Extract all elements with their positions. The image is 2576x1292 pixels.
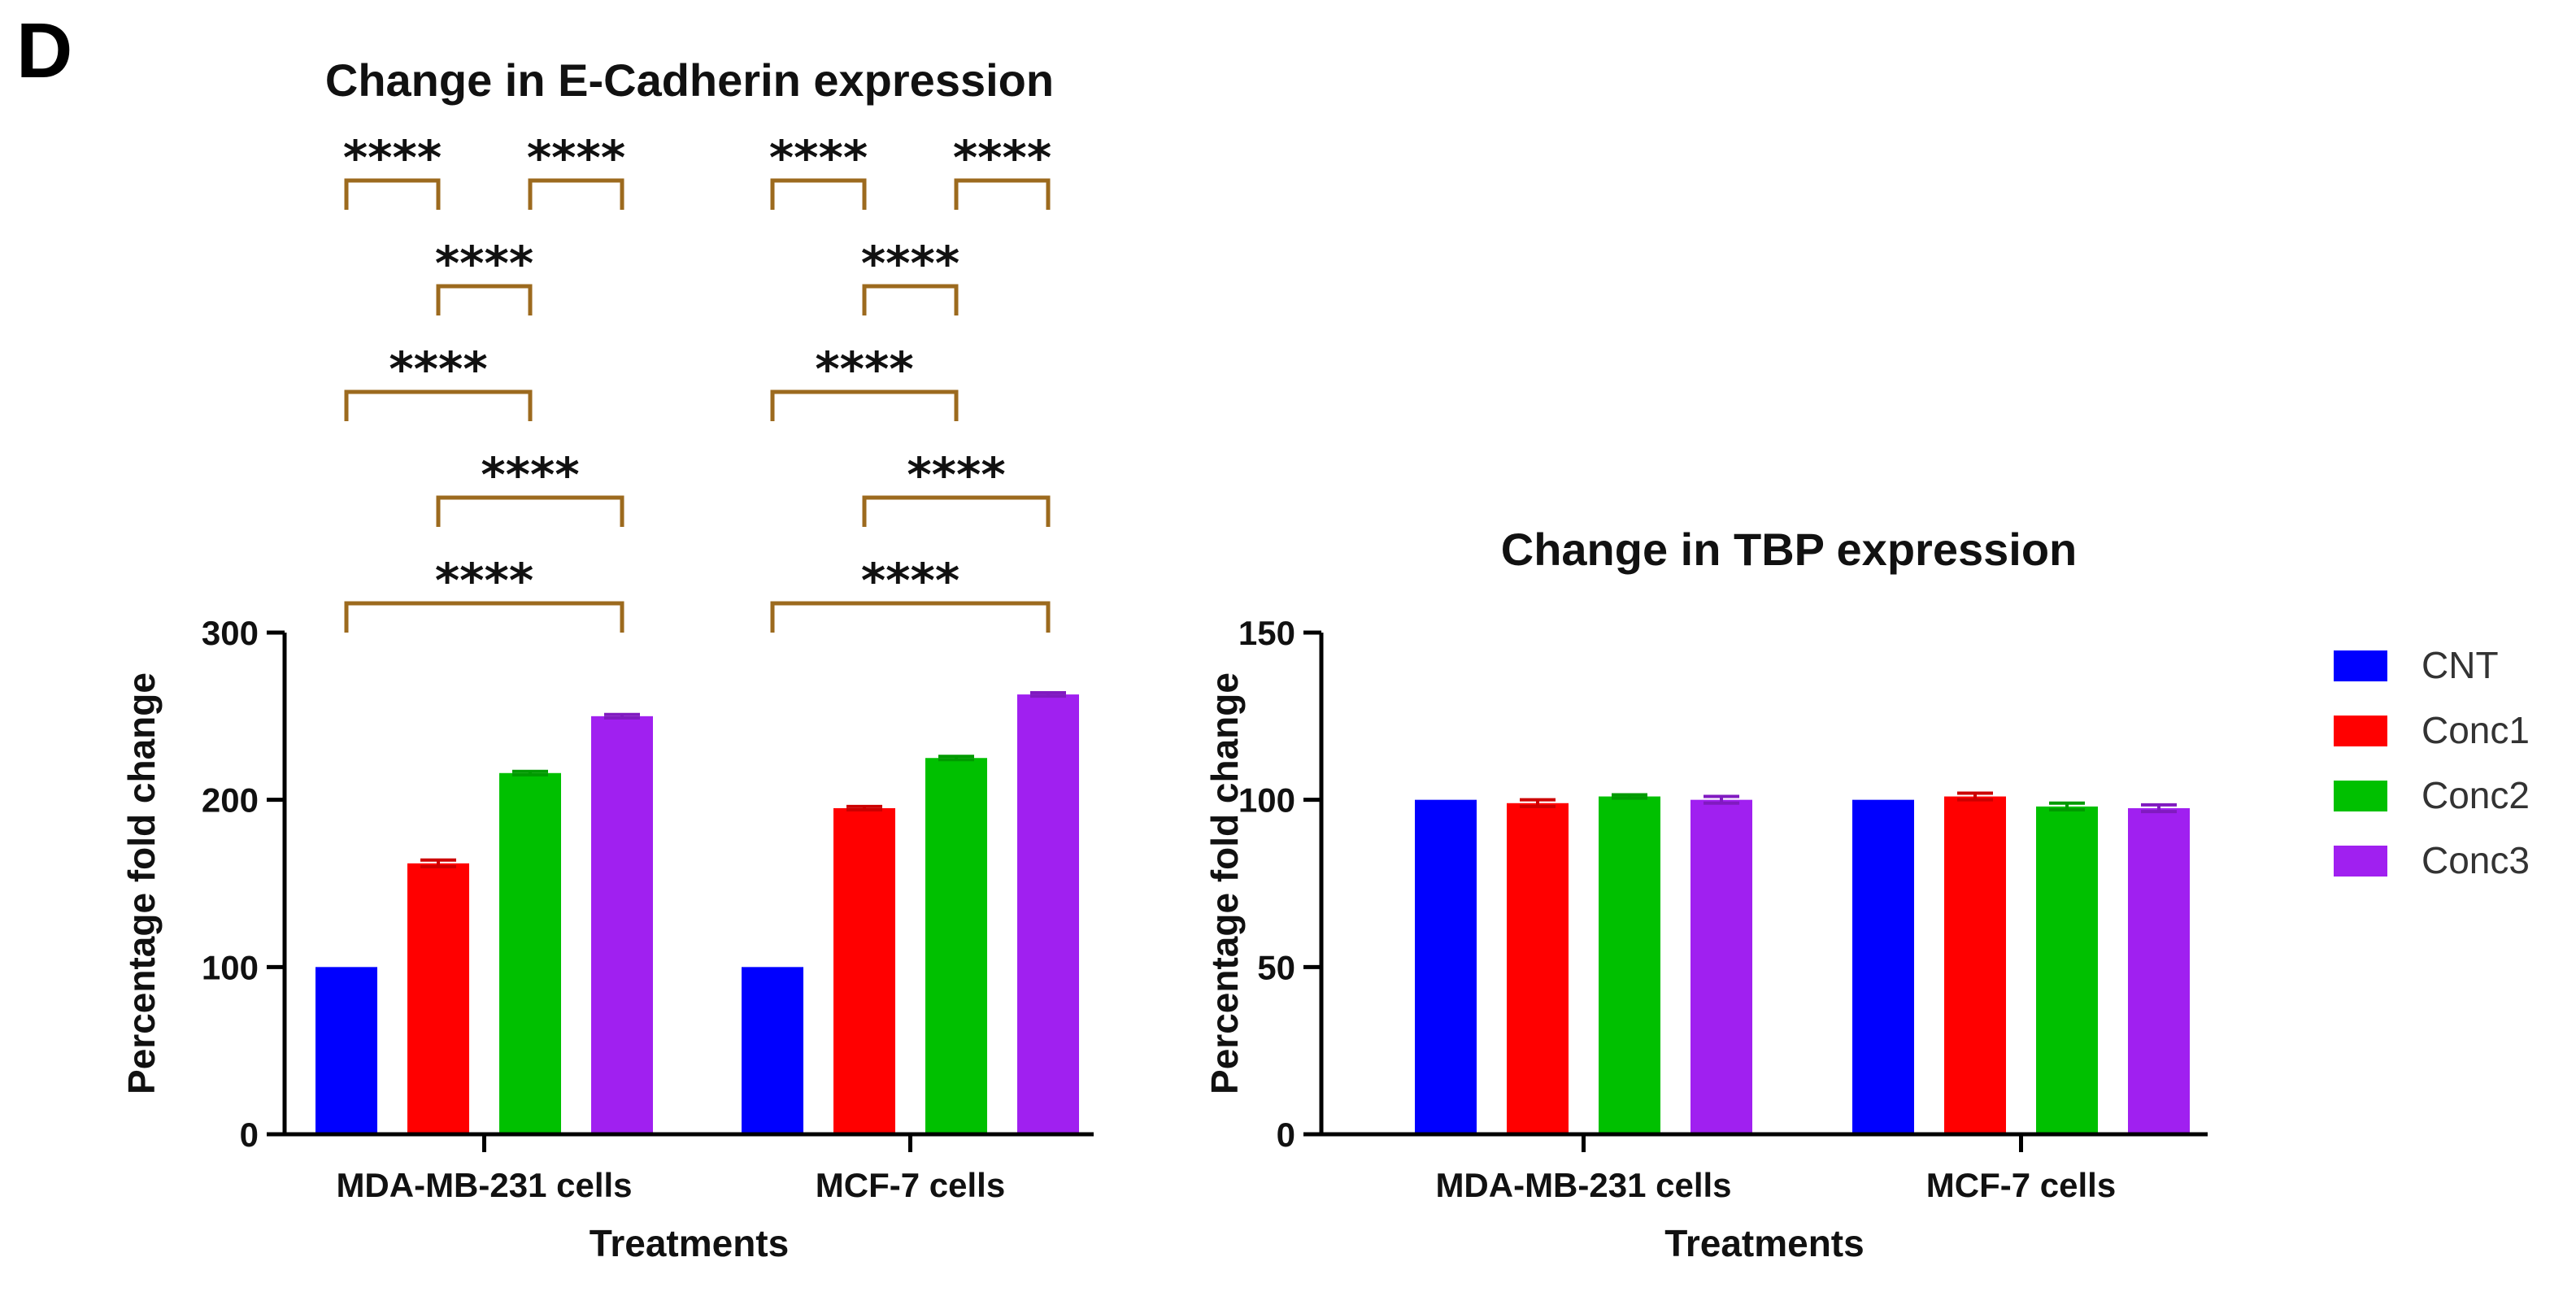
significance-bracket [436, 284, 533, 315]
legend-swatch-conc1 [2334, 716, 2387, 746]
bar-cnt-mcf-7-cells [742, 967, 803, 1134]
chart-title: Change in E-Cadherin expression [325, 54, 1054, 106]
bar-conc2-mcf-7-cells [925, 758, 987, 1134]
significance-label: **** [389, 341, 487, 397]
panel-label: D [16, 7, 72, 94]
significance-label: **** [343, 130, 442, 185]
significance-bracket [862, 495, 1051, 527]
y-axis-title: Percentage fold change [120, 672, 163, 1094]
bar-conc3-mda-mb-231-cells [591, 716, 653, 1134]
x-category-label: MDA-MB-231 cells [336, 1166, 632, 1204]
significance-bracket [770, 601, 1051, 633]
y-axis-title: Percentage fold change [1203, 672, 1246, 1094]
legend-swatch-conc2 [2334, 781, 2387, 811]
y-tick-label: 0 [240, 1116, 259, 1154]
y-tick-label: 200 [202, 781, 259, 820]
significance-bracket [770, 389, 959, 421]
significance-label: **** [435, 553, 533, 608]
y-tick-label: 300 [202, 614, 259, 652]
significance-bracket [344, 389, 533, 421]
significance-bracket [344, 178, 441, 210]
legend-swatch-cnt [2334, 650, 2387, 681]
legend-swatch-conc3 [2334, 846, 2387, 877]
y-tick-label: 100 [1238, 781, 1295, 820]
y-tick-label: 100 [202, 948, 259, 986]
x-axis-title: Treatments [1664, 1222, 1864, 1264]
bar-cnt-mda-mb-231-cells [1415, 799, 1477, 1134]
bar-conc2-mda-mb-231-cells [1599, 796, 1660, 1134]
significance-label: **** [481, 447, 579, 502]
significance-label: **** [861, 236, 959, 291]
legend-label: Conc1 [2422, 709, 2530, 751]
significance-label: **** [527, 130, 625, 185]
bar-conc2-mcf-7-cells [2036, 806, 2098, 1134]
x-category-label: MCF-7 cells [1926, 1166, 2116, 1204]
bar-conc3-mda-mb-231-cells [1690, 799, 1752, 1134]
bar-conc2-mda-mb-231-cells [499, 772, 561, 1134]
bar-conc1-mda-mb-231-cells [407, 863, 469, 1134]
significance-bracket [770, 178, 867, 210]
chart-tbp: Change in TBP expression 0 50 100 150 MDA-MB-… [1203, 524, 2208, 1264]
significance-bracket [344, 601, 624, 633]
bar-conc1-mcf-7-cells [833, 807, 895, 1134]
significance-bracket [436, 495, 624, 527]
bar-conc3-mcf-7-cells [1017, 694, 1079, 1134]
chart-ecadherin: Change in E-Cadherin expression 0 100 200 30… [120, 54, 1094, 1264]
significance-label: **** [815, 341, 913, 397]
legend-label: Conc2 [2422, 774, 2530, 816]
significance-bracket [954, 178, 1051, 210]
significance-label: **** [435, 236, 533, 291]
legend-label: CNT [2422, 644, 2499, 686]
legend: CNT Conc1 Conc2 Conc3 [2334, 644, 2530, 881]
bar-cnt-mcf-7-cells [1852, 799, 1914, 1134]
x-category-label: MCF-7 cells [816, 1166, 1005, 1204]
legend-label: Conc3 [2422, 839, 2530, 881]
significance-label: **** [861, 553, 959, 608]
x-axis-title: Treatments [590, 1222, 789, 1264]
bar-conc3-mcf-7-cells [2128, 807, 2190, 1134]
chart-title: Change in TBP expression [1501, 524, 2077, 575]
y-tick-label: 50 [1257, 948, 1295, 986]
significance-label: **** [769, 130, 868, 185]
significance-label: **** [953, 130, 1051, 185]
bar-conc1-mcf-7-cells [1944, 796, 2006, 1134]
significance-label: **** [907, 447, 1005, 502]
bar-conc1-mda-mb-231-cells [1507, 803, 1569, 1134]
significance-bracket [862, 284, 959, 315]
significance-bracket [528, 178, 624, 210]
y-tick-label: 150 [1238, 614, 1295, 652]
x-category-label: MDA-MB-231 cells [1435, 1166, 1731, 1204]
y-tick-label: 0 [1277, 1116, 1295, 1154]
bar-cnt-mda-mb-231-cells [315, 967, 377, 1134]
